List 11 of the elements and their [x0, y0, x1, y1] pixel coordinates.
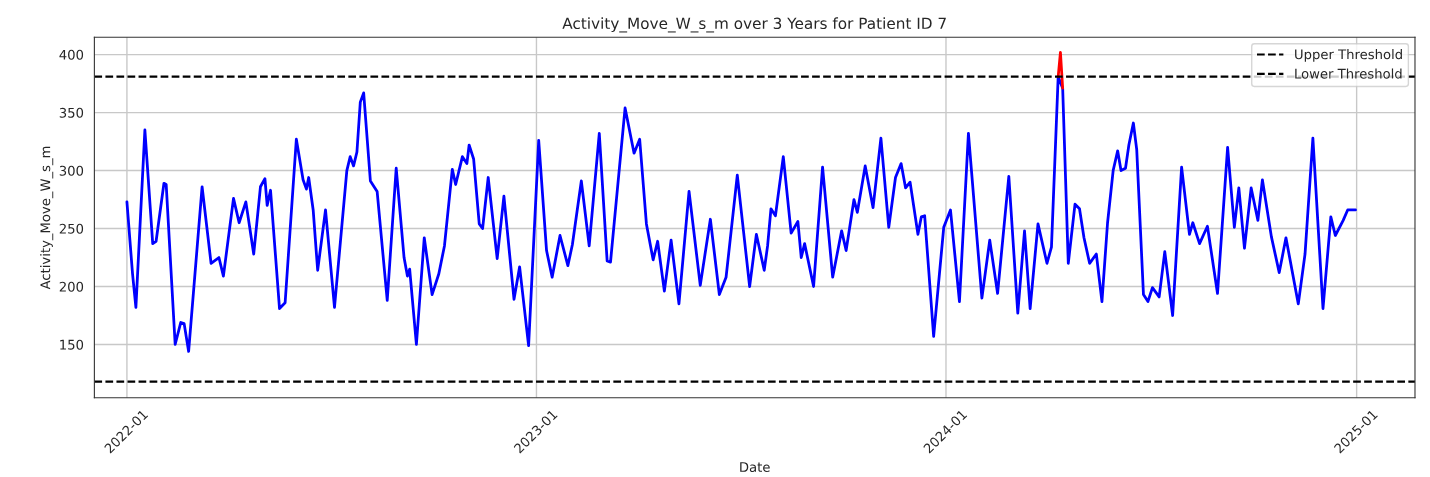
y-tick-label: 250 — [59, 223, 84, 234]
y-tick-label: 350 — [59, 107, 84, 118]
x-axis-title: Date — [740, 462, 770, 473]
y-tick-label: 400 — [59, 49, 84, 60]
y-tick-label: 300 — [59, 165, 84, 176]
chart-title: Activity_Move_W_s_m over 3 Years for Patient ID 7 — [562, 17, 946, 33]
legend-label: Lower Threshold — [1295, 68, 1402, 79]
legend-label: Upper Threshold — [1295, 49, 1402, 62]
y-tick-label: 150 — [60, 339, 84, 350]
y-axis-title: Activity_Move_W_s_m — [40, 146, 54, 290]
y-tick-label: 200 — [59, 281, 84, 292]
